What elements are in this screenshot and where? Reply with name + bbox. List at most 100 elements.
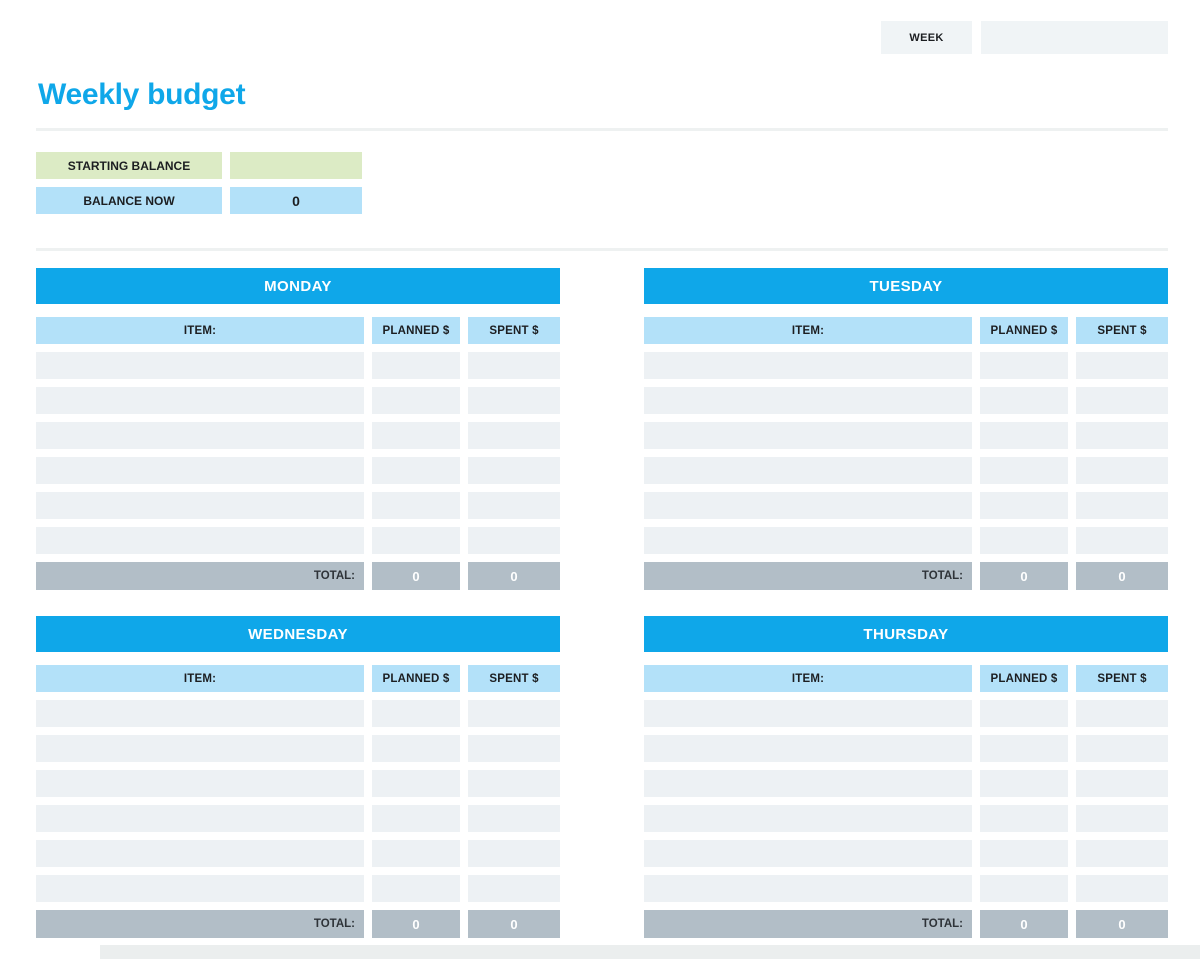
spent-input-cell[interactable] xyxy=(1076,840,1168,867)
item-input-cell[interactable] xyxy=(36,875,364,902)
item-input-cell[interactable] xyxy=(644,735,972,762)
planned-column-header: PLANNED $ xyxy=(372,317,460,344)
spent-input-cell[interactable] xyxy=(1076,352,1168,379)
spent-input-cell[interactable] xyxy=(1076,527,1168,554)
page-title: Weekly budget xyxy=(38,78,246,111)
item-column-header: ITEM: xyxy=(36,665,364,692)
planned-input-cell[interactable] xyxy=(372,875,460,902)
day-table-thursday: THURSDAY ITEM: PLANNED $ SPENT $ TOTAL: … xyxy=(644,616,1168,938)
planned-input-cell[interactable] xyxy=(372,770,460,797)
week-value-cell[interactable] xyxy=(981,21,1168,54)
spent-input-cell[interactable] xyxy=(468,422,560,449)
total-label-cell: TOTAL: xyxy=(644,562,972,590)
planned-input-cell[interactable] xyxy=(980,457,1068,484)
item-input-cell[interactable] xyxy=(36,457,364,484)
planned-input-cell[interactable] xyxy=(372,492,460,519)
planned-input-cell[interactable] xyxy=(980,735,1068,762)
planned-column-header: PLANNED $ xyxy=(372,665,460,692)
spent-input-cell[interactable] xyxy=(468,840,560,867)
item-input-cell[interactable] xyxy=(36,527,364,554)
item-input-cell[interactable] xyxy=(644,352,972,379)
planned-input-cell[interactable] xyxy=(372,735,460,762)
spent-input-cell[interactable] xyxy=(1076,770,1168,797)
item-column-header: ITEM: xyxy=(36,317,364,344)
planned-input-cell[interactable] xyxy=(980,492,1068,519)
spent-input-cell[interactable] xyxy=(1076,457,1168,484)
spent-input-cell[interactable] xyxy=(1076,805,1168,832)
total-label-cell: TOTAL: xyxy=(36,562,364,590)
planned-input-cell[interactable] xyxy=(372,387,460,414)
balance-now-value-cell: 0 xyxy=(230,187,362,214)
item-input-cell[interactable] xyxy=(644,422,972,449)
planned-input-cell[interactable] xyxy=(980,527,1068,554)
item-input-cell[interactable] xyxy=(36,492,364,519)
item-input-cell[interactable] xyxy=(36,805,364,832)
item-input-cell[interactable] xyxy=(36,735,364,762)
item-input-cell[interactable] xyxy=(36,700,364,727)
spent-column-header: SPENT $ xyxy=(468,665,560,692)
spent-input-cell[interactable] xyxy=(468,387,560,414)
spent-input-cell[interactable] xyxy=(468,492,560,519)
total-planned-cell: 0 xyxy=(372,562,460,590)
total-label-cell: TOTAL: xyxy=(36,910,364,938)
spent-input-cell[interactable] xyxy=(468,527,560,554)
item-input-cell[interactable] xyxy=(36,387,364,414)
planned-column-header: PLANNED $ xyxy=(980,317,1068,344)
spent-input-cell[interactable] xyxy=(1076,875,1168,902)
planned-input-cell[interactable] xyxy=(372,840,460,867)
spent-input-cell[interactable] xyxy=(1076,700,1168,727)
item-input-cell[interactable] xyxy=(36,422,364,449)
item-input-cell[interactable] xyxy=(644,805,972,832)
planned-input-cell[interactable] xyxy=(372,700,460,727)
planned-input-cell[interactable] xyxy=(372,805,460,832)
starting-balance-label: STARTING BALANCE xyxy=(36,152,222,179)
item-input-cell[interactable] xyxy=(644,457,972,484)
spent-input-cell[interactable] xyxy=(468,875,560,902)
spent-input-cell[interactable] xyxy=(468,457,560,484)
day-header-wednesday: WEDNESDAY xyxy=(36,616,560,652)
planned-input-cell[interactable] xyxy=(980,805,1068,832)
spent-input-cell[interactable] xyxy=(468,770,560,797)
day-table-tuesday: TUESDAY ITEM: PLANNED $ SPENT $ TOTAL: 0… xyxy=(644,268,1168,590)
item-input-cell[interactable] xyxy=(644,770,972,797)
planned-column-header: PLANNED $ xyxy=(980,665,1068,692)
planned-input-cell[interactable] xyxy=(980,700,1068,727)
planned-input-cell[interactable] xyxy=(980,770,1068,797)
planned-input-cell[interactable] xyxy=(372,352,460,379)
divider xyxy=(36,248,1168,251)
spent-input-cell[interactable] xyxy=(468,352,560,379)
spent-input-cell[interactable] xyxy=(1076,735,1168,762)
item-input-cell[interactable] xyxy=(36,840,364,867)
planned-input-cell[interactable] xyxy=(372,422,460,449)
day-header-thursday: THURSDAY xyxy=(644,616,1168,652)
day-table-monday: MONDAY ITEM: PLANNED $ SPENT $ TOTAL: 0 … xyxy=(36,268,560,590)
planned-input-cell[interactable] xyxy=(980,875,1068,902)
planned-input-cell[interactable] xyxy=(372,527,460,554)
planned-input-cell[interactable] xyxy=(980,352,1068,379)
item-input-cell[interactable] xyxy=(36,770,364,797)
total-spent-cell: 0 xyxy=(1076,910,1168,938)
spent-input-cell[interactable] xyxy=(1076,492,1168,519)
item-input-cell[interactable] xyxy=(36,352,364,379)
planned-input-cell[interactable] xyxy=(980,840,1068,867)
spent-input-cell[interactable] xyxy=(1076,422,1168,449)
planned-input-cell[interactable] xyxy=(980,387,1068,414)
spent-input-cell[interactable] xyxy=(1076,387,1168,414)
week-label: WEEK xyxy=(881,21,972,54)
item-input-cell[interactable] xyxy=(644,492,972,519)
planned-input-cell[interactable] xyxy=(372,457,460,484)
item-input-cell[interactable] xyxy=(644,840,972,867)
spent-column-header: SPENT $ xyxy=(1076,665,1168,692)
starting-balance-value-cell[interactable] xyxy=(230,152,362,179)
spent-column-header: SPENT $ xyxy=(468,317,560,344)
spent-input-cell[interactable] xyxy=(468,700,560,727)
total-planned-cell: 0 xyxy=(980,562,1068,590)
planned-input-cell[interactable] xyxy=(980,422,1068,449)
item-input-cell[interactable] xyxy=(644,527,972,554)
item-input-cell[interactable] xyxy=(644,700,972,727)
spent-input-cell[interactable] xyxy=(468,805,560,832)
total-planned-cell: 0 xyxy=(980,910,1068,938)
item-input-cell[interactable] xyxy=(644,875,972,902)
spent-input-cell[interactable] xyxy=(468,735,560,762)
item-input-cell[interactable] xyxy=(644,387,972,414)
